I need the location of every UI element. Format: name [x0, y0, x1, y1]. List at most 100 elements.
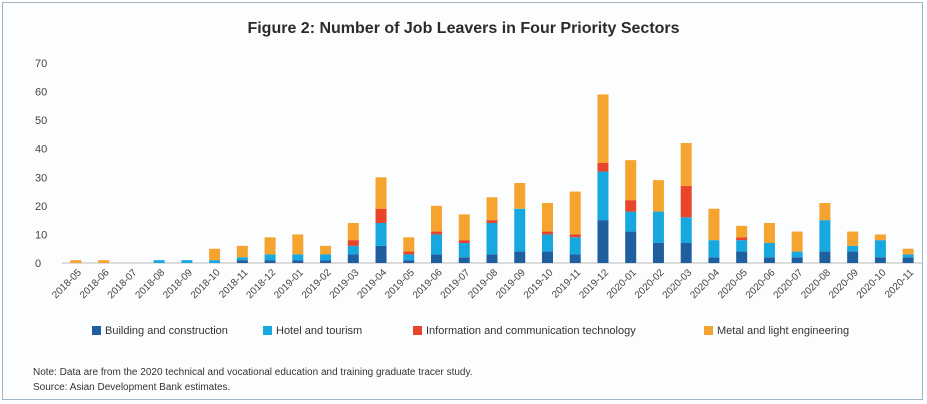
x-tick-label: 2020-01 — [605, 267, 639, 301]
bar-segment — [264, 254, 276, 261]
bar-segment — [625, 211, 637, 232]
bar-segment — [625, 160, 637, 201]
x-tick-label: 2019-07 — [439, 267, 473, 301]
y-tick-label: 20 — [35, 201, 47, 213]
bar-segment — [902, 248, 914, 255]
y-tick-label: 70 — [35, 58, 47, 70]
bar-segment — [874, 240, 886, 258]
bar-segment — [514, 183, 526, 209]
bar-segment — [597, 171, 609, 221]
bar-segment — [541, 231, 553, 235]
bar-segment — [292, 234, 304, 255]
x-tick-label: 2018-07 — [106, 267, 140, 301]
bar-segment — [458, 257, 470, 263]
bar-segment — [597, 163, 609, 172]
bar-segment — [874, 257, 886, 263]
bar-segment — [431, 205, 443, 232]
bar-segment — [874, 234, 886, 241]
bar-segment — [403, 254, 415, 261]
x-tick-label: 2019-04 — [355, 267, 389, 301]
legend-item: Metal and light engineering — [704, 325, 849, 337]
bar-segment — [375, 177, 387, 209]
bar-segment — [458, 243, 470, 258]
bar-segment — [375, 223, 387, 246]
bar-segment — [209, 248, 221, 261]
bar-segment — [736, 237, 748, 241]
legend-label: Building and construction — [105, 325, 228, 337]
bar-segment — [486, 223, 498, 255]
bar-segment — [736, 251, 748, 263]
bar-segment — [347, 254, 359, 263]
chart-note: Note: Data are from the 2020 technical a… — [33, 367, 473, 378]
legend-label: Metal and light engineering — [717, 325, 850, 337]
chart-frame — [2, 2, 923, 400]
x-tick-label: 2020-09 — [827, 267, 861, 301]
bar-segment — [819, 220, 831, 252]
bar-segment — [375, 245, 387, 263]
x-tick-label: 2020-07 — [772, 267, 806, 301]
x-tick-label: 2020-03 — [661, 267, 695, 301]
bar-segment — [98, 260, 110, 263]
x-tick-label: 2019-03 — [328, 267, 362, 301]
y-tick-label: 50 — [35, 115, 47, 127]
bar-segment — [292, 254, 304, 261]
bar-segment — [292, 260, 304, 263]
legend-swatch — [92, 326, 101, 335]
x-tick-label: 2019-08 — [466, 267, 500, 301]
legend-label: Information and communication technology — [426, 325, 636, 337]
bar-segment — [209, 260, 221, 263]
bar-segment — [236, 257, 248, 261]
bar-segment — [569, 234, 581, 238]
bar-segment — [569, 191, 581, 235]
bar-segment — [541, 203, 553, 232]
legend-swatch — [413, 326, 422, 335]
bar-segment — [847, 245, 859, 252]
bar-segment — [347, 240, 359, 246]
y-tick-label: 60 — [35, 87, 47, 99]
legend-item: Hotel and tourism — [263, 325, 362, 337]
bar-segment — [264, 260, 276, 263]
x-tick-label: 2019-02 — [300, 267, 334, 301]
bar-segment — [70, 260, 82, 263]
y-tick-label: 0 — [35, 258, 41, 270]
bar-segment — [347, 245, 359, 255]
x-tick-label: 2019-12 — [577, 267, 611, 301]
bar-segment — [791, 257, 803, 263]
bar-segment — [763, 257, 775, 263]
bar-segment — [403, 237, 415, 252]
bar-segment — [819, 203, 831, 221]
bar-segment — [569, 237, 581, 255]
bar-segment — [541, 251, 553, 263]
bar-segment — [320, 254, 332, 261]
legend-swatch — [263, 326, 272, 335]
x-tick-label: 2019-10 — [522, 267, 556, 301]
bar-segment — [375, 208, 387, 223]
y-tick-label: 10 — [35, 229, 47, 241]
bar-segment — [458, 214, 470, 241]
legend-label: Hotel and tourism — [276, 325, 363, 337]
bar-segment — [625, 200, 637, 212]
bar-segment — [403, 251, 415, 255]
x-tick-label: 2020-10 — [855, 267, 889, 301]
bar-segment — [680, 143, 692, 186]
x-tick-label: 2020-06 — [744, 267, 778, 301]
legend-item: Information and communication technology — [413, 325, 636, 337]
x-tick-label: 2019-09 — [494, 267, 528, 301]
legend-swatch — [704, 326, 713, 335]
x-tick-label: 2018-09 — [161, 267, 195, 301]
bar-segment — [486, 197, 498, 221]
x-tick-label: 2020-05 — [716, 267, 750, 301]
chart-title: Figure 2: Number of Job Leavers in Four … — [247, 20, 680, 37]
bar-segment — [680, 217, 692, 243]
bar-segment — [514, 251, 526, 263]
bar-segment — [763, 243, 775, 258]
bar-segment — [320, 245, 332, 255]
x-tick-label: 2020-11 — [883, 267, 917, 301]
x-tick-label: 2018-05 — [50, 267, 84, 301]
bar-segment — [652, 180, 664, 212]
x-tick-label: 2018-06 — [78, 267, 112, 301]
bar-segment — [486, 220, 498, 223]
bar-segment — [652, 211, 664, 243]
y-tick-label: 40 — [35, 144, 47, 156]
